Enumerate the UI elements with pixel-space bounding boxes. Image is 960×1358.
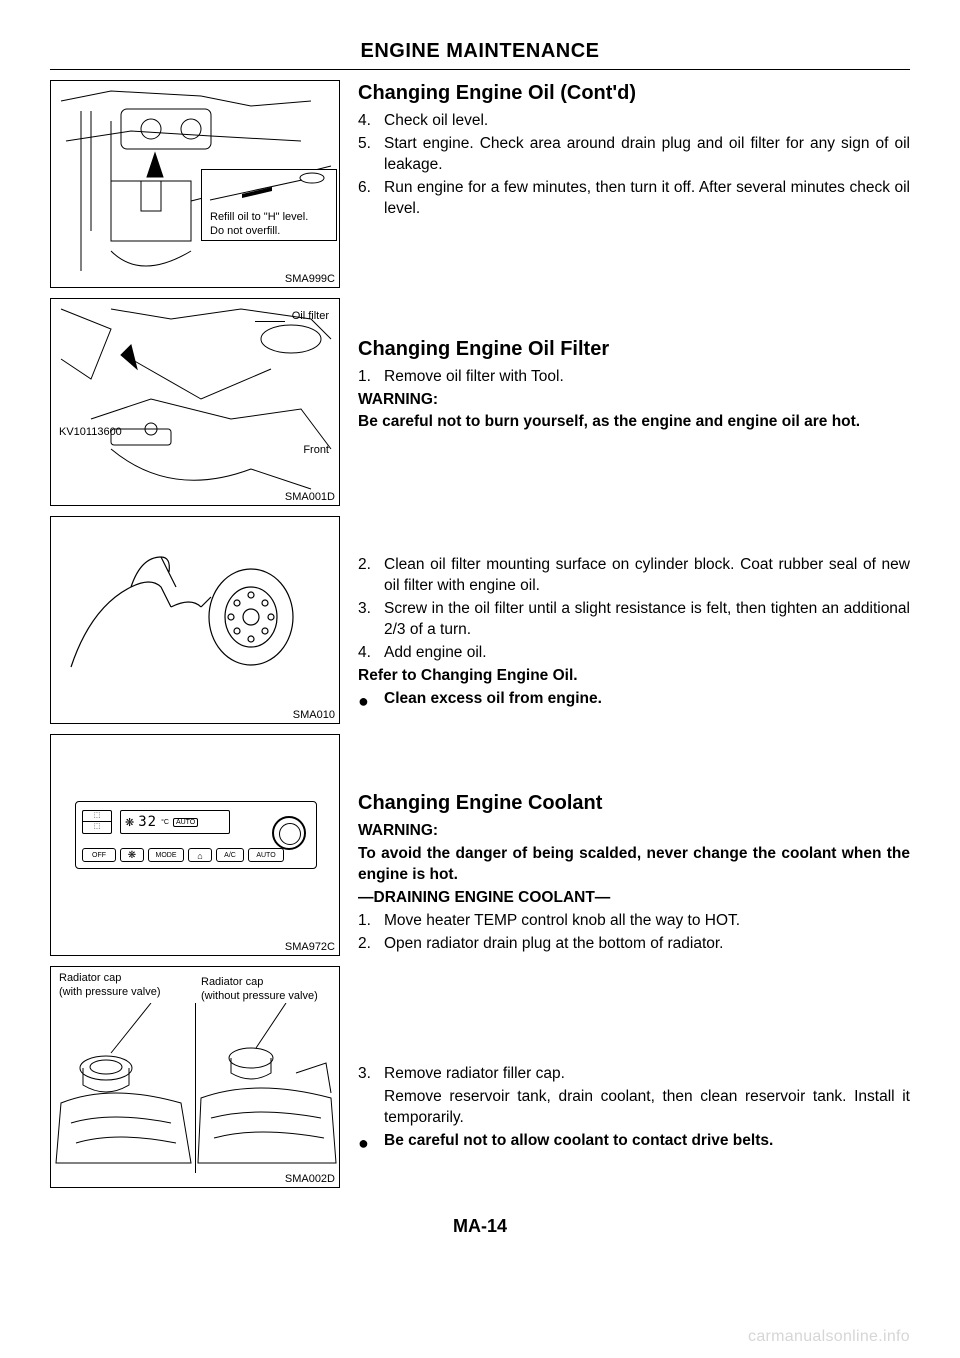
cap-left-sketch (51, 1003, 195, 1173)
figure-hvac-panel: ⬚ ⬚ ❋ 32 °C AUTO OFF ❋ MODE ⌂ A/C AU (50, 734, 340, 956)
coolant-list-1: 1.Move heater TEMP control knob all the … (358, 911, 910, 955)
content-area: Refill oil to "H" level. Do not overfill… (50, 80, 910, 1188)
item-number: 5. (358, 134, 384, 176)
item-number: 1. (358, 367, 384, 388)
item-number: 3. (358, 1064, 384, 1085)
temp-display: 32 (138, 814, 157, 830)
figure-code: SMA999C (285, 273, 335, 285)
item-text: Add engine oil. (384, 643, 910, 664)
figure-radiator-caps: Radiator cap (with pressure valve) Radia… (50, 966, 340, 1188)
warning-label: WARNING: (358, 390, 910, 411)
figure-oil-filter-tool: Oil filter KV10113600 Front SMA001D (50, 298, 340, 506)
figure-filter-hand: SMA010 (50, 516, 340, 724)
draining-heading: —DRAINING ENGINE COOLANT— (358, 888, 910, 909)
dipstick-icon (202, 170, 338, 210)
watermark: carmanualsonline.info (748, 1328, 910, 1346)
item-text: Run engine for a few minutes, then turn … (384, 178, 910, 220)
list-item: 3.Screw in the oil filter until a slight… (358, 599, 910, 641)
front-label: Front (303, 443, 329, 457)
refill-text-1: Refill oil to "H" level. (210, 210, 308, 224)
item-number: 3. (358, 599, 384, 641)
tool-number-label: KV10113600 (59, 425, 122, 439)
heading-oil-filter: Changing Engine Oil Filter (358, 336, 910, 363)
hvac-panel-frame: ⬚ ⬚ ❋ 32 °C AUTO OFF ❋ MODE ⌂ A/C AU (75, 801, 317, 869)
oil-filter-label: Oil filter (292, 309, 329, 323)
cap-without-label-2: (without pressure valve) (201, 989, 318, 1003)
item-text: Open radiator drain plug at the bottom o… (384, 934, 910, 955)
list-item: 1.Move heater TEMP control knob all the … (358, 911, 910, 932)
list-item: 4.Add engine oil. (358, 643, 910, 664)
item-text: Remove oil filter with Tool. (384, 367, 910, 388)
warning-text: To avoid the danger of being scalded, ne… (358, 844, 910, 886)
list-item: 6.Run engine for a few minutes, then tur… (358, 178, 910, 220)
hand-filter-sketch (51, 517, 341, 725)
list-item: 1.Remove oil filter with Tool. (358, 367, 910, 388)
cap-without-label-1: Radiator cap (201, 975, 263, 989)
mode-button: MODE (148, 848, 184, 862)
oil-contd-list: 4.Check oil level. 5.Start engine. Check… (358, 111, 910, 220)
item-text: Start engine. Check area around drain pl… (384, 134, 910, 176)
ac-button: A/C (216, 848, 244, 862)
item-number: 1. (358, 911, 384, 932)
cap-with-label-1: Radiator cap (59, 971, 121, 985)
item-number: 6. (358, 178, 384, 220)
bullet-text: Be careful not to allow coolant to conta… (384, 1131, 910, 1152)
item-number: 2. (358, 934, 384, 955)
item-text: Move heater TEMP control knob all the wa… (384, 911, 910, 932)
item-text: Clean oil filter mounting surface on cyl… (384, 555, 910, 597)
bullet-item: ● Be careful not to allow coolant to con… (358, 1131, 910, 1152)
cap-right-sketch (196, 1003, 340, 1173)
figure-code: SMA001D (285, 491, 335, 503)
list-item: 2.Clean oil filter mounting surface on c… (358, 555, 910, 597)
off-button: OFF (82, 848, 116, 862)
item-number: 2. (358, 555, 384, 597)
bullet-text: Clean excess oil from engine. (384, 689, 910, 710)
list-item: 2.Open radiator drain plug at the bottom… (358, 934, 910, 955)
warning-text: Be careful not to burn yourself, as the … (358, 412, 910, 433)
list-item: 3.Remove radiator filler cap. (358, 1064, 910, 1085)
heading-oil-contd: Changing Engine Oil (Cont'd) (358, 80, 910, 107)
page-number: MA-14 (50, 1216, 910, 1237)
figure-code: SMA010 (293, 709, 335, 721)
oil-filter-list-2: 2.Clean oil filter mounting surface on c… (358, 555, 910, 664)
auto-badge: AUTO (173, 818, 198, 827)
figure-column: Refill oil to "H" level. Do not overfill… (50, 80, 340, 1188)
bullet-dot: ● (358, 1131, 384, 1152)
refill-text-2: Do not overfill. (210, 224, 280, 238)
coolant-list-2: 3.Remove radiator filler cap. (358, 1064, 910, 1085)
item-text: Remove radiator filler cap. (384, 1064, 910, 1085)
defrost-button: ⌂ (188, 848, 212, 862)
bullet-dot: ● (358, 689, 384, 710)
auto-button: AUTO (248, 848, 284, 862)
bullet-item: ● Clean excess oil from engine. (358, 689, 910, 710)
reservoir-text: Remove reservoir tank, drain coolant, th… (358, 1087, 910, 1129)
refer-text: Refer to Changing Engine Oil. (358, 666, 910, 687)
figure-code: SMA002D (285, 1173, 335, 1185)
temp-knob (272, 816, 306, 850)
list-item: 5.Start engine. Check area around drain … (358, 134, 910, 176)
item-number: 4. (358, 111, 384, 132)
figure-code: SMA972C (285, 941, 335, 953)
fan-button: ❋ (120, 848, 144, 862)
page-header: ENGINE MAINTENANCE (50, 40, 910, 70)
figure-oil-refill: Refill oil to "H" level. Do not overfill… (50, 80, 340, 288)
list-item: 4.Check oil level. (358, 111, 910, 132)
oil-filter-list-1: 1.Remove oil filter with Tool. (358, 367, 910, 388)
tool-sketch (51, 299, 341, 507)
item-text: Check oil level. (384, 111, 910, 132)
warning-label: WARNING: (358, 821, 910, 842)
cap-with-label-2: (with pressure valve) (59, 985, 160, 999)
item-text: Screw in the oil filter until a slight r… (384, 599, 910, 641)
item-number: 4. (358, 643, 384, 664)
heading-coolant: Changing Engine Coolant (358, 790, 910, 817)
text-column: Changing Engine Oil (Cont'd) 4.Check oil… (358, 80, 910, 1188)
